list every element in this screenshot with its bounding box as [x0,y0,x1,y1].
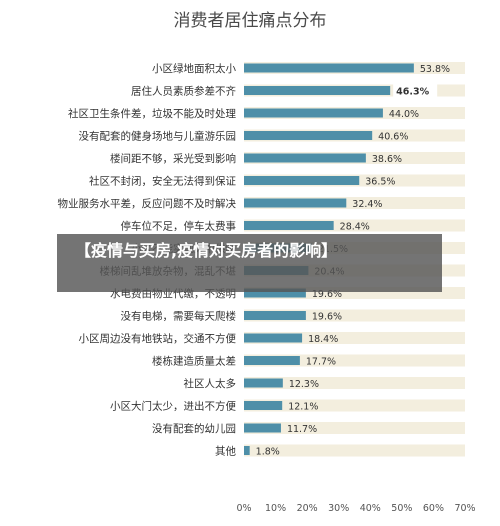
x-tick-label: 0% [236,503,251,514]
value-label: 19.6% [312,289,342,300]
bar [244,131,373,140]
category-label: 居住人员素质参差不齐 [131,85,236,98]
caption-text: 【疫情与买房,疫情对买房者的影响】 [75,241,338,260]
bar [244,198,347,208]
category-label: 没有配套的健身场地与儿童游乐园 [79,130,237,143]
category-label: 社区不封闭，安全无法得到保证 [89,175,236,188]
bar-row: 社区不封闭，安全无法得到保证 36.5% [89,174,465,188]
bar-track [244,422,465,434]
value-label: 12.3% [289,379,319,390]
value-label: 12.1% [288,402,318,413]
value-label: 11.7% [287,424,317,435]
category-label: 没有配套的幼儿园 [152,422,236,435]
x-tick-label: 20% [297,503,318,514]
category-label: 停车位不足，停车太费事 [121,220,237,233]
category-label: 楼间距不够，采光受到影响 [110,152,236,165]
bar-row: 没有电梯，需要每天爬楼 19.6% [121,309,465,323]
value-label: 19.6% [312,312,342,323]
x-tick-label: 10% [265,503,286,514]
bar [244,446,250,455]
bar-row: 楼栋建造质量太差 17.7% [152,354,465,368]
category-label: 小区大门太少，进出不方便 [110,400,236,413]
bar-track [244,444,465,457]
bar [244,378,283,388]
chart-title: 消费者居住痛点分布 [174,11,327,31]
x-axis-ticks: 0% 10% 20% 30% 40% 50% 60% 70% [236,503,475,514]
bar [244,86,391,95]
value-label: 40.6% [378,132,408,143]
bar [244,423,281,433]
category-label: 社区人太多 [184,377,237,390]
category-label: 物业服务水平差，反应问题不及时解决 [58,197,237,210]
value-label: 36.5% [365,177,395,188]
x-tick-label: 60% [423,503,444,514]
value-label: 1.8% [256,447,280,458]
bar-row: 没有配套的幼儿园 11.7% [152,422,465,435]
bar-track [244,399,465,412]
category-label: 小区周边没有地铁站，交通不方便 [79,332,237,345]
bar [244,401,283,410]
caption-overlay: 【疫情与买房,疫情对买房者的影响】 [57,234,442,292]
value-label: 28.4% [340,222,370,233]
bar-row: 其他 1.8% [215,444,465,458]
value-label: 38.6% [372,154,402,165]
value-label: 53.8% [420,64,450,75]
category-label: 没有电梯，需要每天爬楼 [121,310,237,323]
bar [244,221,334,230]
bar [244,153,366,163]
category-label: 社区卫生条件差，垃圾不能及时处理 [68,107,236,120]
category-label: 小区绿地面积太小 [152,62,236,75]
bar [244,356,300,365]
x-tick-label: 70% [454,503,475,514]
value-highlight [393,83,438,98]
bar-row: 小区绿地面积太小 53.8% [152,62,465,75]
category-label: 楼栋建造质量太差 [152,355,236,368]
bar [244,311,306,320]
x-tick-label: 30% [328,503,349,514]
bar-row: 停车位不足，停车太费事 28.4% [121,219,465,233]
value-label: 17.7% [306,357,336,368]
bar-track [244,377,465,389]
bar [244,288,306,298]
bar-row: 社区卫生条件差，垃圾不能及时处理 44.0% [68,107,465,120]
value-label: 44.0% [389,109,419,120]
bar [244,176,360,185]
bar-row: 小区大门太少，进出不方便 12.1% [110,399,465,413]
bar-row: 物业服务水平差，反应问题不及时解决 32.4% [58,197,465,210]
value-label: 46.3% [396,87,429,98]
bar-row: 楼间距不够，采光受到影响 38.6% [110,152,465,165]
bar [244,63,414,73]
bar-row: 居住人员素质参差不齐 46.3% [131,83,465,98]
bar-row: 社区人太多 12.3% [184,377,465,390]
category-label: 其他 [215,445,236,458]
x-tick-label: 50% [391,503,412,514]
bar [244,108,383,118]
bar [244,333,303,343]
x-tick-label: 40% [360,503,381,514]
value-label: 18.4% [308,334,338,345]
bar-row: 小区周边没有地铁站，交通不方便 18.4% [79,332,465,345]
bar-row: 没有配套的健身场地与儿童游乐园 40.6% [79,129,465,143]
value-label: 32.4% [352,199,382,210]
